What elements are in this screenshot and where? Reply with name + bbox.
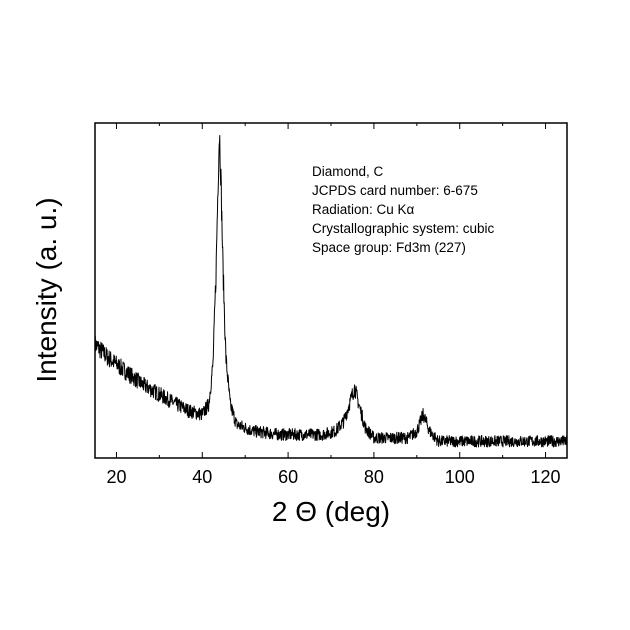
annotation-box: Diamond, C JCPDS card number: 6-675 Radi… (312, 164, 495, 255)
x-tick-label: 80 (364, 467, 384, 487)
x-tick-label: 40 (192, 467, 212, 487)
annotation-line-1: Diamond, C (312, 164, 384, 179)
annotation-line-4: Crystallographic system: cubic (312, 221, 495, 236)
x-tick-label: 20 (106, 467, 126, 487)
x-axis-title: 2 Θ (deg) (272, 496, 390, 527)
x-axis-tick-labels: 20 40 60 80 100 120 (106, 467, 560, 487)
x-tick-label: 100 (445, 467, 475, 487)
annotation-line-3: Radiation: Cu Kα (312, 202, 415, 217)
x-tick-label: 60 (278, 467, 298, 487)
x-tick-label: 120 (531, 467, 561, 487)
y-axis-title: Intensity (a. u.) (31, 197, 62, 382)
annotation-line-5: Space group: Fd3m (227) (312, 240, 466, 255)
x-axis-ticks (115, 123, 547, 458)
series-line (94, 134, 568, 448)
annotation-line-2: JCPDS card number: 6-675 (312, 183, 478, 198)
